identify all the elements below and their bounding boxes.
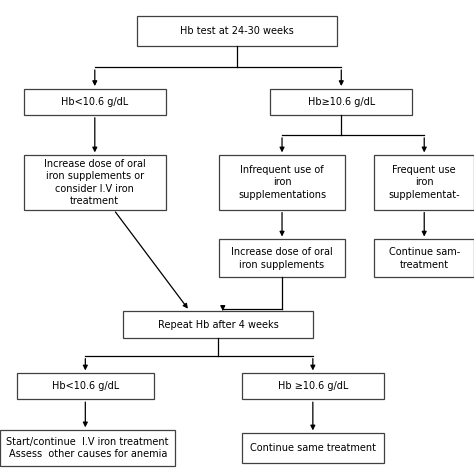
Text: Continue sam-
treatment: Continue sam- treatment: [389, 247, 460, 270]
Text: Frequent use
iron
supplementat-: Frequent use iron supplementat-: [388, 165, 460, 200]
Text: Infrequent use of
iron
supplementations: Infrequent use of iron supplementations: [238, 165, 326, 200]
FancyBboxPatch shape: [137, 16, 337, 46]
Text: Start/continue  I.V iron treatment
Assess  other causes for anemia: Start/continue I.V iron treatment Assess…: [7, 437, 169, 459]
FancyBboxPatch shape: [374, 155, 474, 210]
FancyBboxPatch shape: [24, 89, 166, 115]
FancyBboxPatch shape: [0, 430, 175, 465]
Text: Hb ≥10.6 g/dL: Hb ≥10.6 g/dL: [278, 381, 348, 392]
FancyBboxPatch shape: [24, 155, 166, 210]
Text: Hb test at 24-30 weeks: Hb test at 24-30 weeks: [180, 26, 294, 36]
Text: Increase dose of oral
iron supplements or
consider I.V iron
treatment: Increase dose of oral iron supplements o…: [44, 159, 146, 206]
FancyBboxPatch shape: [219, 239, 345, 277]
Text: Continue same treatment: Continue same treatment: [250, 443, 376, 453]
FancyBboxPatch shape: [270, 89, 412, 115]
Text: Hb<10.6 g/dL: Hb<10.6 g/dL: [52, 381, 119, 392]
Text: Increase dose of oral
iron supplements: Increase dose of oral iron supplements: [231, 247, 333, 270]
FancyBboxPatch shape: [123, 311, 313, 338]
FancyBboxPatch shape: [242, 374, 384, 399]
FancyBboxPatch shape: [374, 239, 474, 277]
Text: Hb<10.6 g/dL: Hb<10.6 g/dL: [61, 97, 128, 107]
Text: Hb≥10.6 g/dL: Hb≥10.6 g/dL: [308, 97, 375, 107]
FancyBboxPatch shape: [17, 374, 154, 399]
FancyBboxPatch shape: [219, 155, 345, 210]
Text: Repeat Hb after 4 weeks: Repeat Hb after 4 weeks: [158, 319, 278, 330]
FancyBboxPatch shape: [242, 433, 384, 463]
